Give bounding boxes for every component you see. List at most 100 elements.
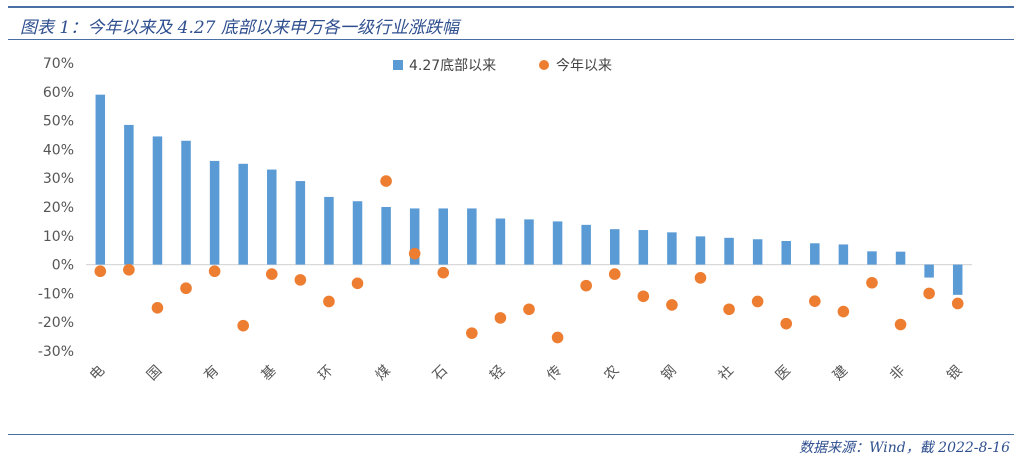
x-tick-label: 轻 bbox=[487, 363, 508, 384]
bar bbox=[552, 221, 563, 265]
x-tick-label: 石 bbox=[430, 363, 451, 384]
y-tick-label: 70% bbox=[43, 56, 74, 72]
dot bbox=[694, 272, 707, 284]
legend-bar-swatch bbox=[393, 60, 403, 70]
dot bbox=[923, 287, 935, 300]
bar bbox=[810, 243, 820, 265]
bar bbox=[267, 169, 277, 265]
dot-series bbox=[94, 175, 964, 344]
bar bbox=[924, 264, 934, 278]
legend-dot-label: 今年以来 bbox=[556, 58, 612, 74]
dot bbox=[608, 268, 621, 280]
bar bbox=[381, 207, 391, 265]
dot bbox=[809, 295, 821, 307]
x-tick-label: 传 bbox=[544, 363, 565, 384]
bar bbox=[124, 124, 134, 265]
y-tick-label: -10% bbox=[38, 286, 74, 302]
bar bbox=[952, 264, 963, 295]
x-tick-label: 基 bbox=[258, 362, 280, 384]
dot bbox=[751, 295, 764, 308]
source-note: 数据来源：Wind，截 2022-8-16 bbox=[799, 440, 1010, 456]
legend: 4.27底部以来 今年以来 bbox=[393, 58, 612, 74]
dot bbox=[637, 290, 650, 303]
bar bbox=[638, 230, 649, 265]
bar bbox=[752, 239, 763, 265]
dot bbox=[551, 331, 564, 344]
dot bbox=[94, 265, 107, 278]
bar bbox=[667, 232, 677, 265]
bar bbox=[895, 251, 906, 265]
x-tick-label: 环 bbox=[316, 363, 337, 384]
chart-title: 图表 1：今年以来及 4.27 底部以来申万各一级行业涨跌幅 bbox=[20, 18, 459, 38]
legend-bar-label: 4.27底部以来 bbox=[409, 58, 496, 74]
bar-series bbox=[95, 94, 963, 295]
x-axis: 电国有基环煤石轻传农钢社医建非银 bbox=[87, 362, 966, 384]
bar bbox=[495, 218, 506, 265]
bar bbox=[838, 244, 849, 265]
bar bbox=[724, 237, 734, 265]
dot bbox=[437, 266, 450, 279]
bar bbox=[524, 219, 534, 265]
dot bbox=[323, 295, 335, 308]
y-axis: 70% 60% 50% 40% 30% 20% 10% 0% -10% -20% -30% bbox=[38, 56, 74, 360]
dot bbox=[866, 276, 878, 289]
dot bbox=[380, 175, 392, 187]
dot bbox=[580, 279, 592, 292]
dot bbox=[123, 263, 135, 276]
bar bbox=[409, 208, 420, 265]
bar bbox=[181, 140, 191, 265]
bar bbox=[581, 224, 591, 265]
dot bbox=[151, 302, 164, 314]
bar bbox=[695, 236, 706, 265]
x-tick-label: 社 bbox=[716, 363, 737, 384]
bar bbox=[238, 163, 248, 265]
x-tick-label: 国 bbox=[144, 363, 165, 384]
bar bbox=[438, 208, 449, 265]
dot bbox=[523, 303, 535, 316]
dot bbox=[294, 274, 307, 286]
y-tick-label: 0% bbox=[52, 258, 74, 274]
bar bbox=[352, 201, 363, 265]
x-tick-label: 银 bbox=[944, 363, 965, 384]
dot bbox=[208, 265, 221, 278]
dot bbox=[351, 277, 364, 290]
x-tick-label: 电 bbox=[87, 363, 108, 384]
y-tick-label: 40% bbox=[43, 142, 74, 158]
x-tick-label: 钢 bbox=[658, 363, 679, 384]
bar bbox=[209, 160, 220, 265]
dot bbox=[951, 297, 964, 310]
chart-title-bar: 图表 1：今年以来及 4.27 底部以来申万各一级行业涨跌幅 bbox=[8, 6, 1014, 40]
dot bbox=[723, 303, 735, 316]
y-tick-label: 50% bbox=[43, 114, 74, 130]
y-tick-label: 30% bbox=[43, 171, 74, 187]
bar bbox=[467, 208, 477, 265]
bar bbox=[781, 240, 791, 265]
dot bbox=[180, 282, 192, 295]
bar bbox=[152, 136, 163, 265]
dot bbox=[837, 305, 850, 318]
dot bbox=[894, 318, 907, 331]
x-tick-label: 有 bbox=[201, 363, 222, 384]
bar bbox=[609, 229, 620, 265]
y-tick-label: -20% bbox=[38, 315, 74, 331]
y-tick-label: -30% bbox=[38, 344, 74, 360]
footer-rule bbox=[8, 434, 1014, 435]
x-tick-label: 医 bbox=[773, 363, 794, 384]
dot bbox=[780, 317, 793, 330]
y-tick-label: 20% bbox=[43, 200, 74, 216]
bar bbox=[295, 181, 306, 265]
dot bbox=[265, 268, 278, 280]
dot bbox=[666, 299, 678, 311]
y-tick-label: 10% bbox=[43, 229, 74, 245]
x-tick-label: 煤 bbox=[373, 363, 394, 384]
bar bbox=[867, 251, 877, 265]
y-tick-label: 60% bbox=[43, 85, 74, 101]
bar bbox=[324, 196, 334, 265]
dot bbox=[237, 319, 249, 332]
dot bbox=[466, 327, 478, 339]
legend-dot-swatch bbox=[539, 60, 549, 70]
x-tick-label: 农 bbox=[601, 363, 622, 384]
dot bbox=[494, 312, 507, 324]
bar bbox=[95, 94, 106, 265]
